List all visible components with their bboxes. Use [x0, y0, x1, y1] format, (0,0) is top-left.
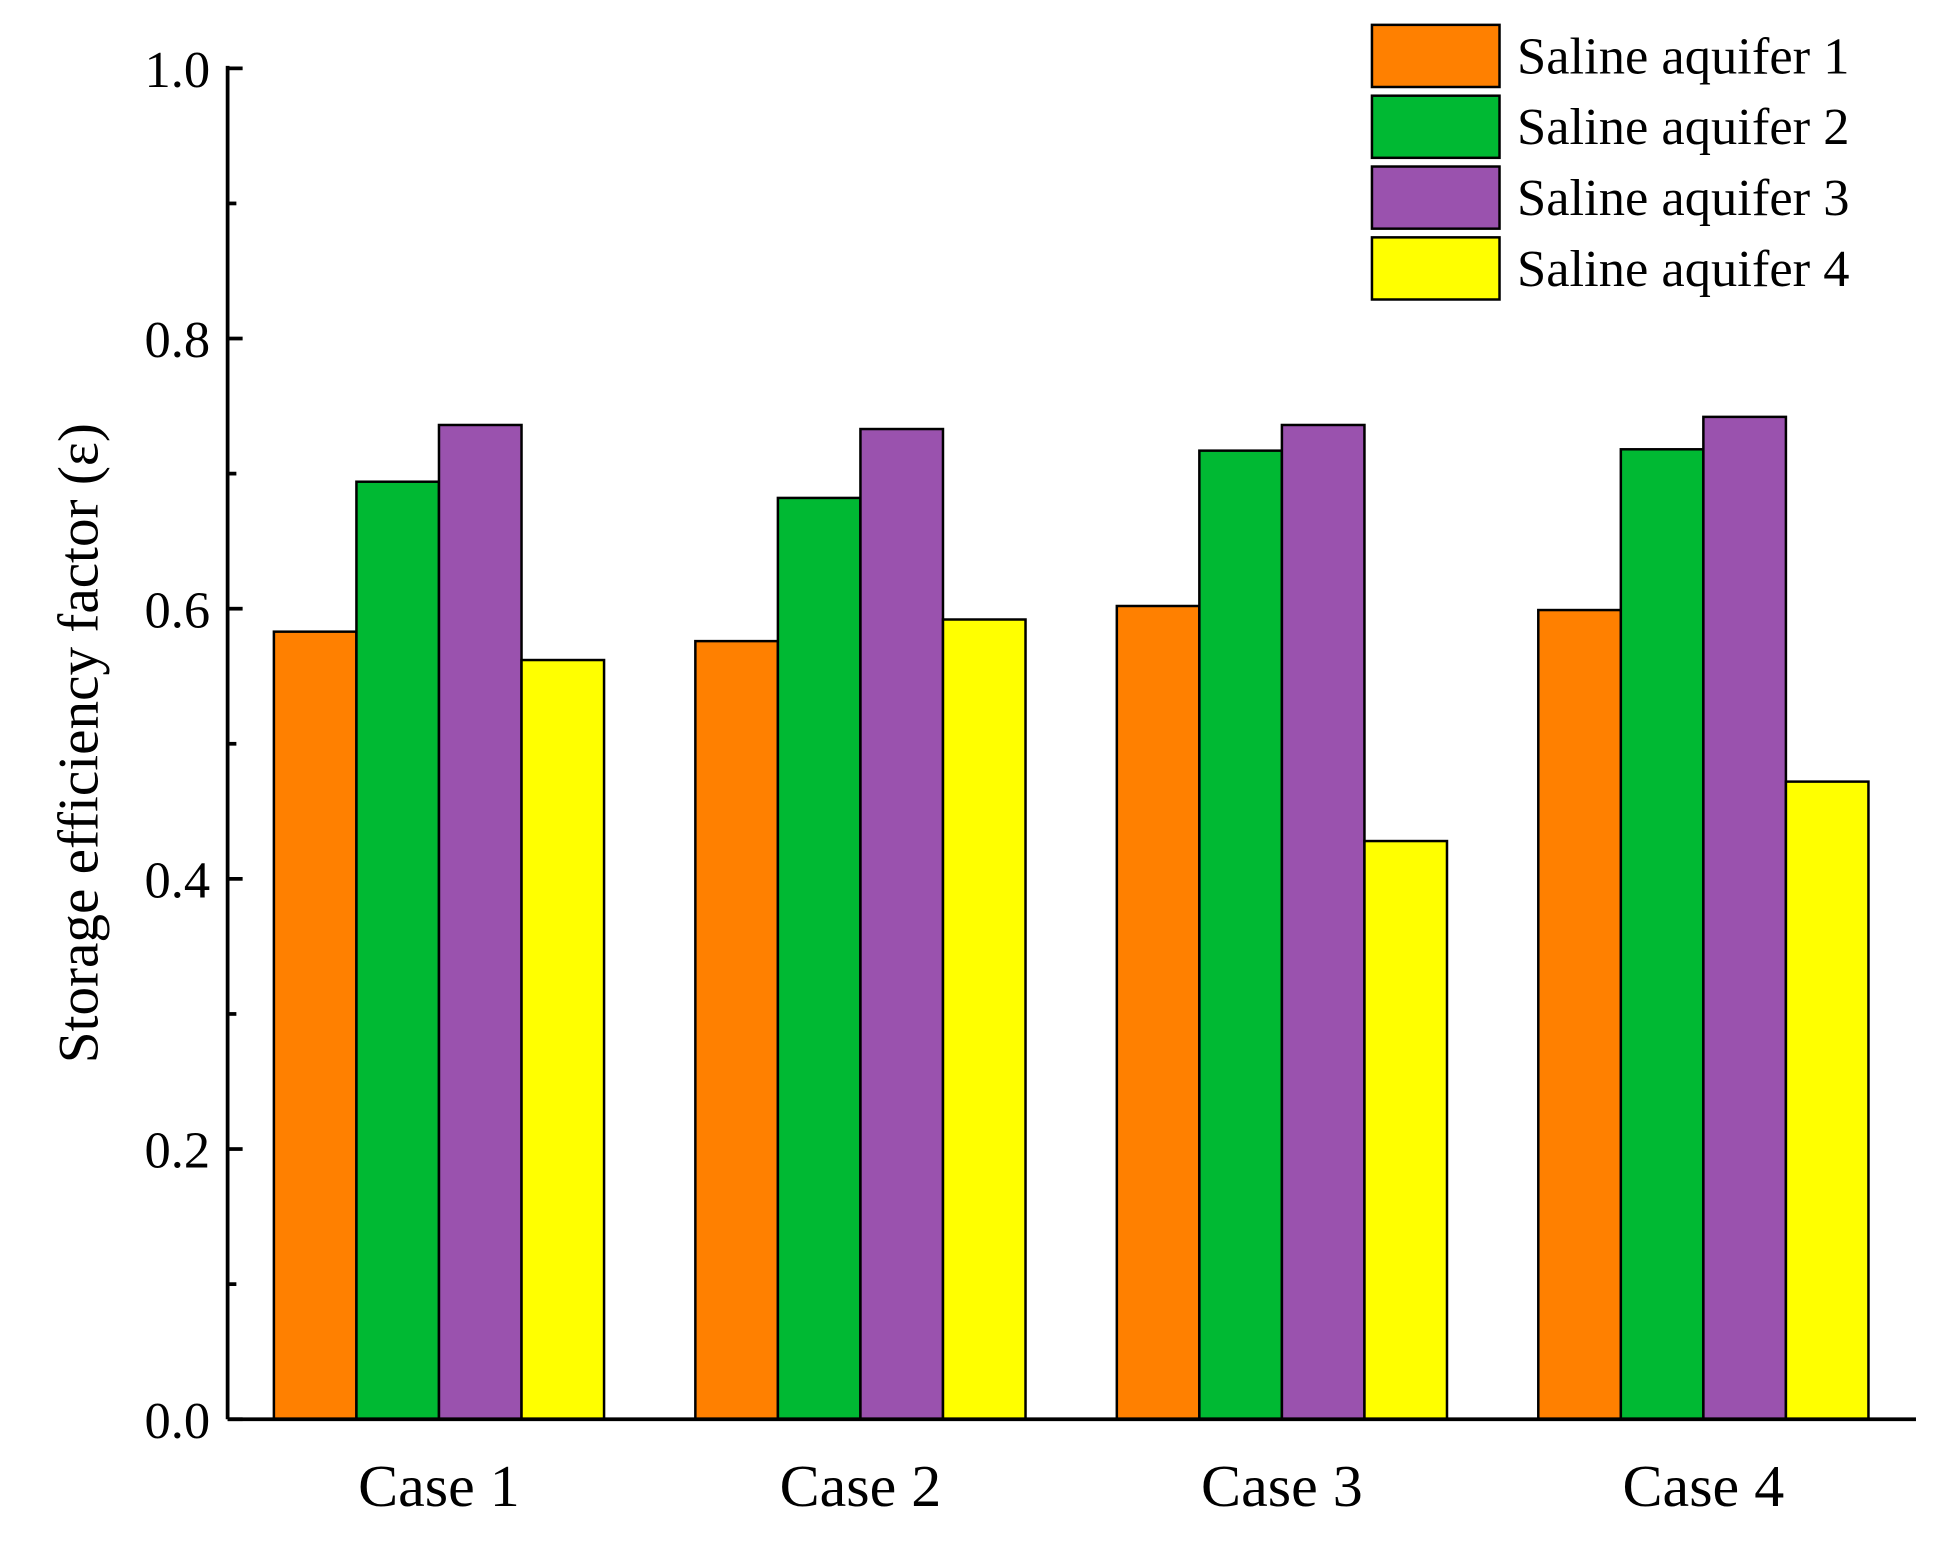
y-tick-label: 0.2	[144, 1122, 210, 1180]
bar-2-4	[941, 618, 1027, 1421]
x-tick-label: Case 4	[1623, 1453, 1785, 1519]
legend-swatch	[1370, 165, 1501, 230]
y-axis-label: Storage efficiency factor (ε)	[47, 423, 110, 1063]
bar-3-1	[1115, 604, 1201, 1421]
y-tick-label: 0.4	[144, 852, 210, 910]
bar-3-3	[1280, 423, 1366, 1421]
x-tick-label: Case 3	[1201, 1453, 1363, 1519]
legend-swatch	[1370, 23, 1501, 89]
bar-4-2	[1619, 448, 1705, 1421]
bar-4-4	[1784, 780, 1870, 1421]
bar-1-4	[520, 658, 606, 1421]
bar-2-3	[859, 427, 945, 1421]
y-tick-label: 0.6	[144, 581, 210, 639]
y-tick-label: 0.0	[144, 1392, 210, 1450]
legend-swatch	[1370, 94, 1501, 160]
bar-4-1	[1537, 608, 1623, 1421]
legend-label: Saline aquifer 4	[1517, 240, 1850, 298]
bar-1-1	[272, 630, 358, 1421]
bar-2-2	[776, 496, 862, 1421]
legend: Saline aquifer 1 Saline aquifer 2 Saline a…	[1370, 23, 1850, 301]
bar-2-1	[694, 639, 780, 1421]
bar-3-4	[1363, 839, 1449, 1421]
bars	[272, 415, 1870, 1421]
bar-1-3	[437, 423, 523, 1421]
bar-4-3	[1702, 415, 1788, 1421]
legend-label: Saline aquifer 1	[1517, 27, 1850, 85]
legend-label: Saline aquifer 3	[1517, 169, 1850, 227]
legend-swatch	[1370, 236, 1501, 301]
y-tick-label: 0.8	[144, 311, 210, 369]
legend-label: Saline aquifer 2	[1517, 98, 1850, 156]
bar-3-2	[1198, 449, 1284, 1421]
y-tick-label: 1.0	[144, 41, 210, 99]
axes: Case 1 Case 2 Case 3 Case 4 0.0 0.2 0.4 0.6 0.8 1…	[144, 41, 1916, 1519]
bar-1-2	[355, 480, 441, 1421]
x-tick-label: Case 2	[780, 1453, 942, 1519]
x-tick-label: Case 1	[358, 1453, 520, 1519]
